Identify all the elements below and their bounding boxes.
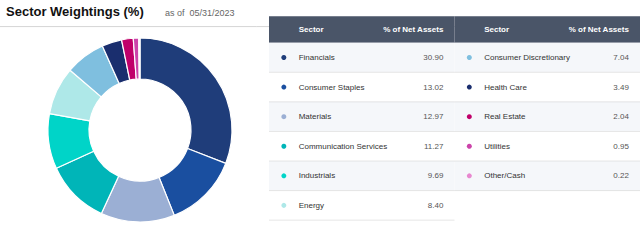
svg-text:Communication Services: Communication Services	[299, 142, 387, 151]
svg-text:2.04: 2.04	[613, 112, 629, 121]
svg-text:11.27: 11.27	[424, 142, 444, 151]
svg-text:8.40: 8.40	[428, 201, 444, 210]
svg-text:0.22: 0.22	[613, 171, 629, 180]
svg-text:7.04: 7.04	[613, 53, 629, 62]
svg-text:12.97: 12.97	[423, 112, 444, 121]
svg-text:30.90: 30.90	[423, 53, 444, 62]
svg-text:Energy: Energy	[299, 201, 324, 210]
svg-text:Industrials: Industrials	[299, 171, 335, 180]
svg-text:Utilities: Utilities	[484, 142, 510, 151]
svg-text:9.69: 9.69	[428, 171, 444, 180]
svg-text:13.02: 13.02	[423, 83, 444, 92]
svg-text:0.95: 0.95	[613, 142, 629, 151]
svg-text:Consumer Discretionary: Consumer Discretionary	[484, 53, 570, 62]
svg-text:% of Net Assets: % of Net Assets	[383, 25, 444, 34]
svg-text:Sector: Sector	[484, 25, 509, 34]
svg-text:as of 05/31/2023: as of 05/31/2023	[165, 8, 235, 18]
svg-text:% of Net Assets: % of Net Assets	[569, 25, 630, 34]
svg-text:Real Estate: Real Estate	[484, 112, 526, 121]
svg-text:3.49: 3.49	[613, 83, 629, 92]
svg-text:Health Care: Health Care	[484, 83, 527, 92]
svg-text:Consumer Staples: Consumer Staples	[299, 83, 365, 92]
svg-text:Other/Cash: Other/Cash	[484, 171, 525, 180]
svg-text:Sector Weightings (%): Sector Weightings (%)	[6, 4, 144, 19]
svg-text:Materials: Materials	[299, 112, 331, 121]
svg-text:Sector: Sector	[299, 25, 324, 34]
svg-text:Financials: Financials	[299, 53, 335, 62]
